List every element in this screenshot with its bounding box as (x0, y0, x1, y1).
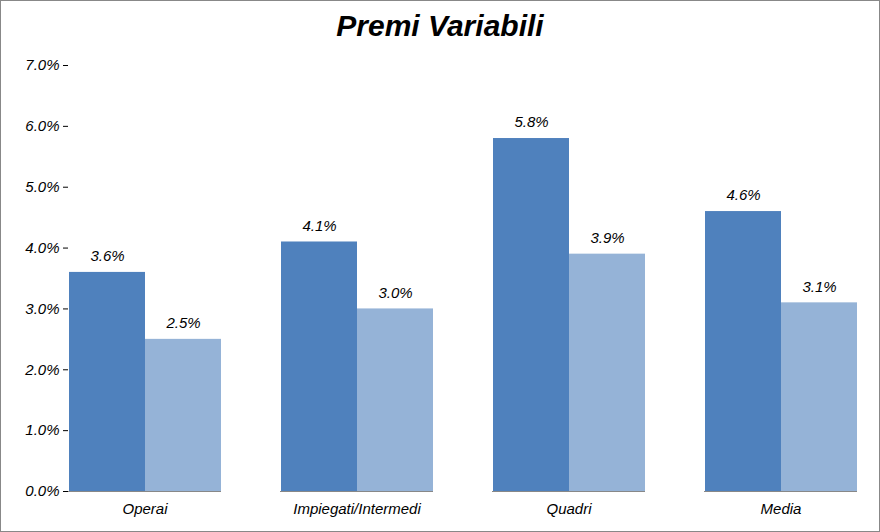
svg-text:Quadri: Quadri (546, 500, 592, 517)
svg-text:3.6%: 3.6% (90, 247, 124, 264)
svg-text:4.6%: 4.6% (726, 186, 760, 203)
svg-text:4.1%: 4.1% (302, 217, 336, 234)
svg-text:3.0%: 3.0% (378, 284, 412, 301)
svg-text:5.0%: 5.0% (25, 178, 59, 195)
svg-text:3.9%: 3.9% (590, 229, 624, 246)
svg-text:7.0%: 7.0% (25, 56, 59, 73)
svg-text:2.0%: 2.0% (24, 361, 59, 378)
html-text:Premi Variabili: Premi Variabili (336, 9, 544, 42)
svg-text:5.8%: 5.8% (514, 113, 548, 130)
svg-text:3.1%: 3.1% (802, 278, 836, 295)
svg-text:0.0%: 0.0% (25, 482, 59, 499)
svg-text:3.0%: 3.0% (25, 300, 59, 317)
svg-text:2.5%: 2.5% (165, 314, 200, 331)
svg-text:Impiegati/Intermedi: Impiegati/Intermedi (293, 500, 421, 517)
svg-text:Operai: Operai (122, 500, 168, 517)
svg-text:6.0%: 6.0% (25, 117, 59, 134)
svg-text:Media: Media (761, 500, 802, 517)
svg-text:1.0%: 1.0% (25, 421, 59, 438)
svg-text:4.0%: 4.0% (25, 239, 59, 256)
